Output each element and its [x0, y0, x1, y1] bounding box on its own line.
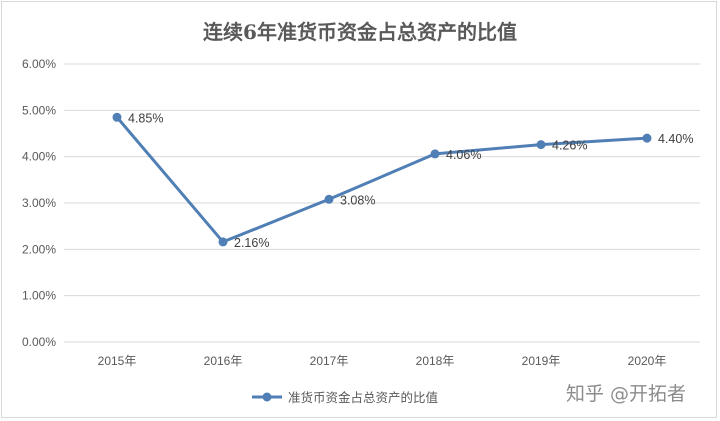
- x-tick-label: 2016年: [204, 354, 243, 368]
- legend-marker: [262, 392, 272, 402]
- watermark: 知乎 @开拓者: [566, 383, 686, 405]
- y-tick-label: 3.00%: [22, 196, 56, 210]
- x-tick-label: 2017年: [310, 354, 349, 368]
- data-point: [536, 140, 546, 150]
- legend-label: 准货币资金占总资产的比值: [288, 390, 438, 405]
- data-point: [430, 149, 440, 159]
- data-label: 4.40%: [658, 132, 693, 146]
- y-tick-label: 6.00%: [22, 57, 56, 71]
- data-label: 4.85%: [128, 111, 163, 125]
- x-tick-label: 2019年: [522, 354, 561, 368]
- y-tick-label: 1.00%: [22, 289, 56, 303]
- y-tick-label: 0.00%: [22, 335, 56, 349]
- data-label: 4.06%: [446, 148, 481, 162]
- data-label: 2.16%: [234, 236, 269, 250]
- data-point: [324, 194, 334, 204]
- chart-title: 连续6年准货币资金占总资产的比值: [203, 20, 517, 44]
- y-tick-label: 2.00%: [22, 242, 56, 256]
- data-point: [218, 237, 228, 247]
- series-line: [115, 116, 648, 244]
- data-point: [642, 133, 652, 143]
- x-tick-label: 2015年: [98, 354, 137, 368]
- x-tick-label: 2018年: [416, 354, 455, 368]
- data-label: 3.08%: [340, 193, 375, 207]
- data-label: 4.26%: [552, 139, 587, 153]
- data-point: [112, 112, 122, 122]
- x-tick-label: 2020年: [628, 354, 667, 368]
- y-tick-label: 4.00%: [22, 150, 56, 164]
- y-tick-label: 5.00%: [22, 103, 56, 117]
